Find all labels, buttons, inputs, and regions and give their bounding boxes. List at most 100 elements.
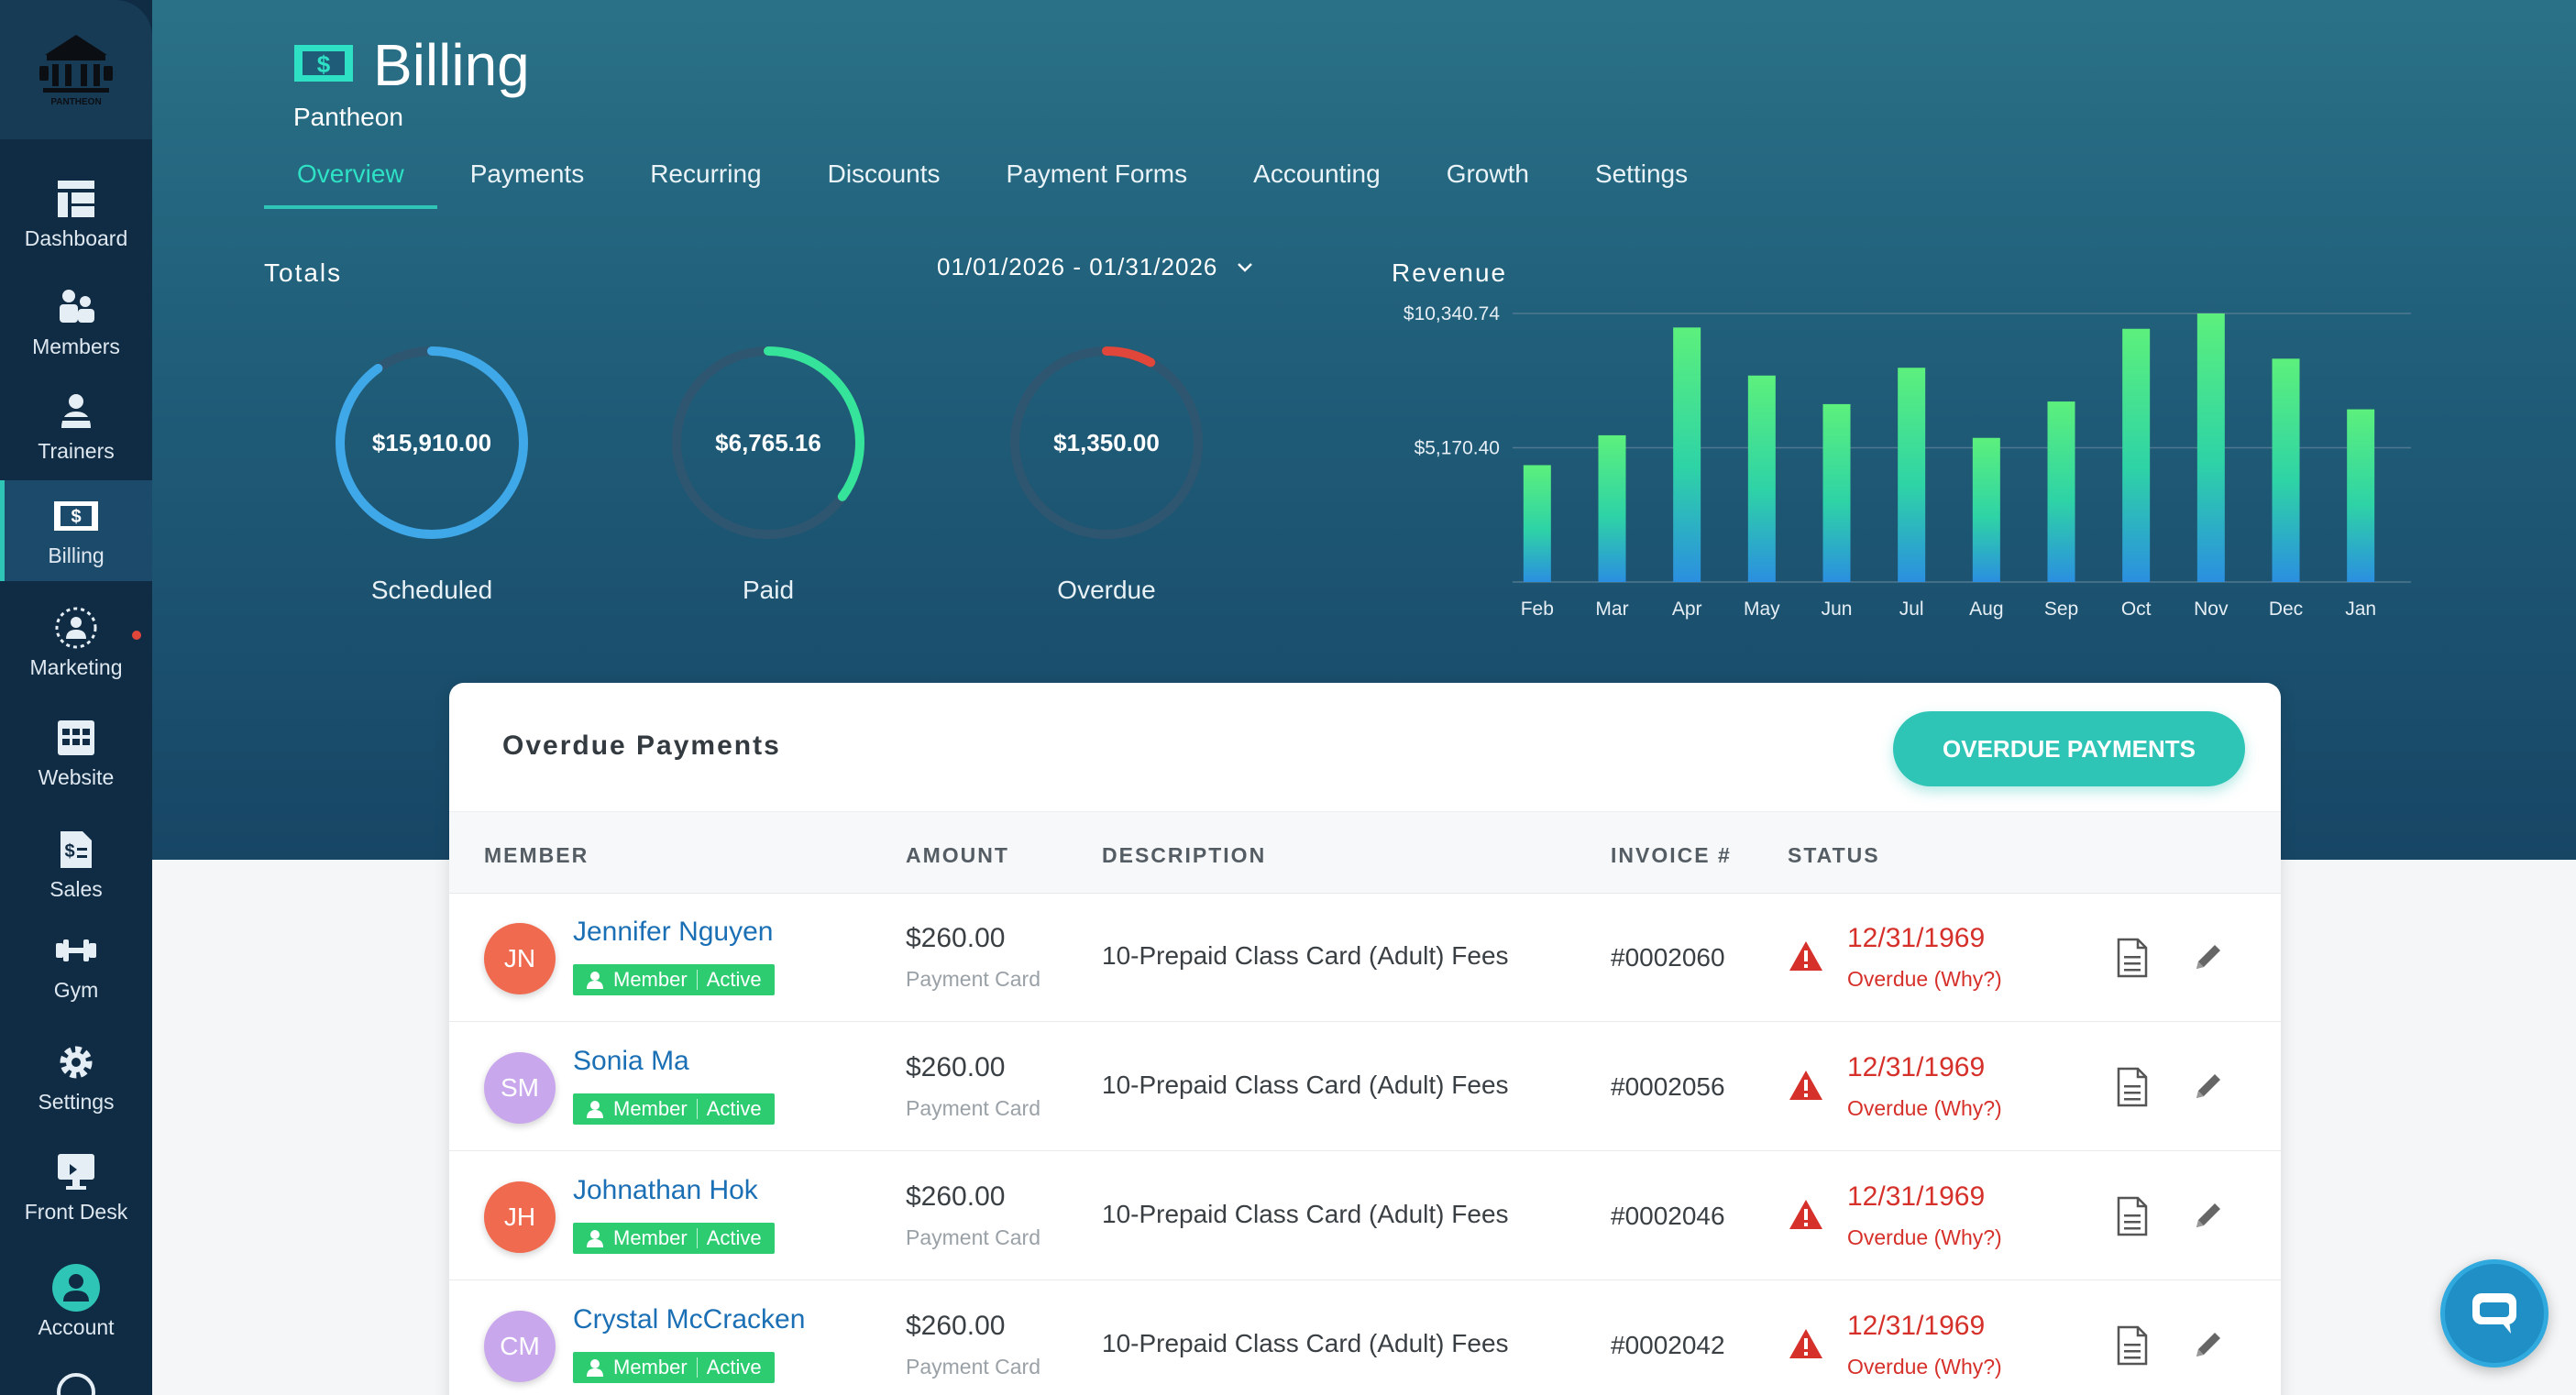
due-date: 12/31/1969: [1847, 1181, 1986, 1212]
gauge-paid: $6,765.16: [663, 337, 874, 548]
sidebar-item-label: Billing: [48, 543, 105, 567]
revenue-bar-aug[interactable]: [1972, 437, 2000, 582]
table-row[interactable]: CM Crystal McCracken Member Active $260.0…: [449, 1281, 2281, 1395]
x-tick-label: Sep: [2044, 599, 2078, 620]
edit-pencil-icon[interactable]: [2193, 1329, 2224, 1360]
revenue-bar-nov[interactable]: [2196, 313, 2225, 582]
column-header-description[interactable]: DESCRIPTION: [1102, 843, 1267, 867]
table-row[interactable]: SM Sonia Ma Member Active $260.00 Payment…: [449, 1023, 2281, 1151]
warning-icon: [1789, 1200, 1822, 1229]
billing-icon: $: [54, 500, 98, 531]
gauge-arc: [336, 346, 528, 539]
tab-payment-forms[interactable]: Payment Forms: [1006, 159, 1188, 188]
x-tick-label: May: [1744, 599, 1780, 620]
overdue-why-link[interactable]: Overdue (Why?): [1847, 1225, 2002, 1249]
edit-pencil-icon[interactable]: [2193, 1200, 2224, 1231]
member-status-badge: Member Active: [573, 964, 775, 995]
revenue-bar-feb[interactable]: [1523, 465, 1551, 582]
invoice-document-icon[interactable]: [2116, 1196, 2149, 1236]
overdue-why-link[interactable]: Overdue (Why?): [1847, 1355, 2002, 1379]
tab-payments[interactable]: Payments: [469, 159, 585, 188]
chat-support-button[interactable]: [2440, 1259, 2548, 1368]
x-tick-label: Mar: [1595, 599, 1628, 620]
amount-value: $260.00: [906, 1181, 1006, 1212]
x-tick-label: Feb: [1521, 599, 1554, 620]
invoice-document-icon[interactable]: [2116, 1325, 2149, 1366]
avatar[interactable]: SM: [484, 1052, 556, 1124]
overdue-payments-button[interactable]: OVERDUE PAYMENTS: [1893, 711, 2245, 786]
table-row[interactable]: JN Jennifer Nguyen Member Active $260.00 …: [449, 894, 2281, 1022]
revenue-bar-jul[interactable]: [1898, 368, 1926, 582]
revenue-bar-dec[interactable]: [2272, 358, 2300, 582]
revenue-bar-may[interactable]: [1747, 375, 1776, 582]
member-status-badge: Member Active: [573, 1352, 775, 1383]
table-row[interactable]: JH Johnathan Hok Member Active $260.00 Pa…: [449, 1152, 2281, 1280]
help-icon[interactable]: [55, 1371, 97, 1395]
members-icon: [60, 289, 94, 323]
sidebar-item-members[interactable]: Members: [0, 271, 152, 372]
overdue-why-link[interactable]: Overdue (Why?): [1847, 1096, 2002, 1120]
revenue-bar-jan[interactable]: [2347, 409, 2375, 582]
amount-value: $260.00: [906, 1311, 1006, 1341]
description: 10-Prepaid Class Card (Adult) Fees: [1102, 1329, 1509, 1357]
x-tick-label: Dec: [2269, 599, 2303, 620]
member-name-link[interactable]: Johnathan Hok: [573, 1175, 758, 1205]
description: 10-Prepaid Class Card (Adult) Fees: [1102, 1200, 1509, 1228]
x-tick-label: Jun: [1822, 599, 1853, 620]
trainers-icon: [60, 393, 93, 428]
revenue-bar-sep[interactable]: [2047, 401, 2075, 582]
revenue-bar-mar[interactable]: [1598, 434, 1626, 582]
member-name-link[interactable]: Sonia Ma: [573, 1046, 689, 1076]
chevron-down-icon: [1238, 262, 1253, 272]
column-header-status[interactable]: STATUS: [1788, 843, 1880, 867]
overdue-why-link[interactable]: Overdue (Why?): [1847, 967, 2002, 991]
column-header-amount[interactable]: AMOUNT: [906, 843, 1009, 867]
member-name-link[interactable]: Jennifer Nguyen: [573, 917, 774, 947]
x-tick-label: Apr: [1672, 599, 1702, 620]
edit-pencil-icon[interactable]: [2193, 1071, 2224, 1102]
tab-recurring[interactable]: Recurring: [650, 159, 762, 188]
gauge-value: $15,910.00: [371, 428, 492, 456]
sidebar-item-marketing[interactable]: Marketing: [0, 592, 152, 693]
revenue-bar-oct[interactable]: [2122, 328, 2151, 582]
invoice-document-icon[interactable]: [2116, 1067, 2149, 1107]
member-name-link[interactable]: Crystal McCracken: [573, 1304, 806, 1335]
billing-title-icon: $: [294, 45, 353, 82]
due-date: 12/31/1969: [1847, 1052, 1986, 1082]
sidebar-item-trainers[interactable]: Trainers: [0, 376, 152, 477]
sidebar-item-account[interactable]: Account: [0, 1252, 152, 1353]
payment-method: Payment Card: [906, 1355, 1041, 1379]
due-date: 12/31/1969: [1847, 923, 1986, 953]
due-date: 12/31/1969: [1847, 1311, 1986, 1341]
revenue-bar-jun[interactable]: [1822, 403, 1851, 582]
pantheon-logo[interactable]: PANTHEON: [0, 0, 152, 139]
avatar[interactable]: JN: [484, 923, 556, 994]
revenue-bar-apr[interactable]: [1673, 327, 1701, 582]
tab-accounting[interactable]: Accounting: [1253, 159, 1381, 188]
tab-overview[interactable]: Overview: [264, 154, 437, 209]
sidebar-item-gym[interactable]: Gym: [0, 915, 152, 1016]
sidebar-item-front-desk[interactable]: Front Desk: [0, 1137, 152, 1237]
sidebar-item-website[interactable]: Website: [0, 702, 152, 803]
sidebar-item-billing[interactable]: $ Billing: [0, 480, 152, 581]
tab-discounts[interactable]: Discounts: [827, 159, 941, 188]
front-desk-icon: [58, 1153, 94, 1190]
column-header-invoice[interactable]: INVOICE #: [1611, 843, 1732, 867]
sidebar-item-dashboard[interactable]: Dashboard: [0, 163, 152, 264]
tab-growth[interactable]: Growth: [1446, 159, 1529, 188]
gauge-label: Paid: [742, 576, 795, 604]
avatar[interactable]: JH: [484, 1181, 556, 1253]
avatar[interactable]: CM: [484, 1311, 556, 1382]
sidebar-item-sales[interactable]: $ Sales: [0, 814, 152, 915]
sidebar-item-label: Dashboard: [24, 225, 128, 250]
sidebar-item-settings[interactable]: Settings: [0, 1027, 152, 1127]
y-tick-label: $10,340.74: [1404, 303, 1500, 324]
amount-value: $260.00: [906, 923, 1006, 953]
tab-settings[interactable]: Settings: [1594, 159, 1689, 188]
member-status-badge: Member Active: [573, 1093, 775, 1125]
invoice-document-icon[interactable]: [2116, 938, 2149, 978]
column-header-member[interactable]: MEMBER: [484, 843, 589, 867]
card-title: Overdue Payments: [502, 730, 781, 761]
date-range-picker[interactable]: 01/01/2026 - 01/31/2026: [937, 253, 1254, 281]
edit-pencil-icon[interactable]: [2193, 941, 2224, 972]
